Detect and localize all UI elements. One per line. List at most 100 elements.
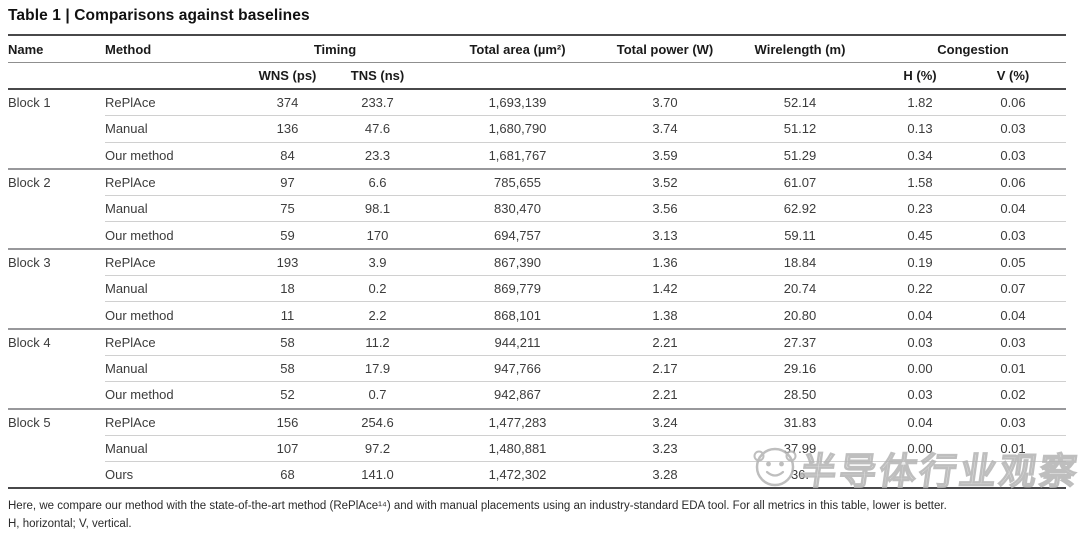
cell-power: 3.52 <box>610 167 720 196</box>
cell-method: Manual <box>105 354 245 382</box>
table-row: Manual 136 47.6 1,680,790 3.74 51.12 0.1… <box>8 115 1066 143</box>
cell-block-name: Block 5 <box>8 407 105 489</box>
cell-wirelength: 59.11 <box>720 221 880 249</box>
cell-area: 1,693,139 <box>488 95 547 111</box>
col-header-h: H (%) <box>880 62 960 90</box>
cell-h: 0.13 <box>880 115 960 143</box>
cell-power: 3.70 <box>652 95 678 111</box>
table-row: Block 5 RePlAce 156 254.6 1,477,283 3.24… <box>8 407 1066 489</box>
cell-method: Ours <box>105 461 245 489</box>
cell-area: 1,472,302 <box>425 461 610 489</box>
cell-h: 0.45 <box>880 221 960 249</box>
cell-area: 869,779 <box>425 275 610 302</box>
cell-v: 0.03 <box>960 115 1066 143</box>
header-spacer <box>105 62 245 90</box>
cell-v: 0.06 <box>1000 95 1026 111</box>
table-row: Block 2 RePlAce 97 6.6 785,655 3.52 61.0… <box>8 167 1066 249</box>
table-row: Block 3 RePlAce 193 3.9 867,390 1.36 18.… <box>8 247 1066 329</box>
cell-tns: 6.6 <box>330 167 425 196</box>
cell-h: 0.00 <box>880 434 960 462</box>
cell-method: RePlAce <box>105 407 245 436</box>
cell-v: 0.04 <box>960 301 1066 329</box>
cell-h: 0.22 <box>880 275 960 302</box>
cell-block-name: Block 4 <box>8 327 105 409</box>
header-spacer <box>610 62 720 90</box>
cell-wirelength: 27.37 <box>720 327 880 356</box>
cell-power: 3.28 <box>610 461 720 489</box>
cell-power: 2.21 <box>610 327 720 356</box>
cell-wns: 58 <box>245 327 330 356</box>
cell-method: RePlAce <box>105 247 245 276</box>
cell-wirelength: 28.50 <box>720 381 880 409</box>
cell-power: 3.13 <box>610 221 720 249</box>
cell-tns: 2.2 <box>330 301 425 329</box>
table-row: Block 4 RePlAce 58 11.2 944,211 2.21 27.… <box>8 327 1066 409</box>
cell-area: 1,480,881 <box>425 434 610 462</box>
cell-method: Our method <box>105 301 245 329</box>
table-row: Manual 18 0.2 869,779 1.42 20.74 0.22 0.… <box>8 275 1066 302</box>
cell-wirelength: 29.16 <box>720 354 880 382</box>
cell-tns: 47.6 <box>330 115 425 143</box>
col-header-total-area: Total area (µm²) <box>425 35 610 63</box>
cell-method: Our method <box>105 141 245 169</box>
footnote-line-2: H, horizontal; V, vertical. <box>8 517 132 530</box>
page-title: Table 1 | Comparisons against baselines <box>8 7 310 24</box>
cell-method: RePlAce <box>105 167 245 196</box>
cell-method: Our method <box>105 221 245 249</box>
cell-wns: 374 <box>276 95 299 111</box>
cell-h: 0.03 <box>880 327 960 356</box>
col-header-v: V (%) <box>960 62 1066 90</box>
cell-method: Our method <box>105 381 245 409</box>
cell-v: 0.05 <box>960 247 1066 276</box>
cell-power: 3.74 <box>610 115 720 143</box>
cell-power: 2.21 <box>610 381 720 409</box>
cell-wns: 97 <box>245 167 330 196</box>
cell-h: 1.58 <box>880 167 960 196</box>
cell-tns: 233.7 <box>361 95 394 111</box>
cell-h: 0.03 <box>880 381 960 409</box>
cell-area: 868,101 <box>425 301 610 329</box>
cell-tns: 98.1 <box>330 195 425 222</box>
cell-wns: 156 <box>245 407 330 436</box>
cell-v: 0.07 <box>960 275 1066 302</box>
cell-wirelength: 20.74 <box>720 275 880 302</box>
cell-block-name: Block 2 <box>8 167 105 249</box>
cell-h: 1.82 <box>907 95 933 111</box>
header-row-groups: Name Method Timing Total area (µm²) Tota… <box>8 35 1066 63</box>
header-row-subcolumns: WNS (ps) TNS (ns) H (%) V (%) <box>8 62 1066 90</box>
cell-tns: 23.3 <box>330 141 425 169</box>
table-row: Manual 75 98.1 830,470 3.56 62.92 0.23 0… <box>8 195 1066 222</box>
cell-block-name: Block 1 <box>8 95 51 110</box>
cell-wirelength: 36. <box>720 461 880 489</box>
cell-tns: 170 <box>330 221 425 249</box>
cell-power: 1.42 <box>610 275 720 302</box>
cell-tns: 0.7 <box>330 381 425 409</box>
cell-v: 0.01 <box>960 434 1066 462</box>
cell-area: 694,757 <box>425 221 610 249</box>
cell-tns: 11.2 <box>330 327 425 356</box>
cell-power: 3.23 <box>610 434 720 462</box>
cell-area: 944,211 <box>425 327 610 356</box>
cell-area: 867,390 <box>425 247 610 276</box>
cell-v: 0.03 <box>960 407 1066 436</box>
col-header-total-power: Total power (W) <box>610 35 720 63</box>
col-header-wirelength: Wirelength (m) <box>720 35 880 63</box>
cell-wns: 58 <box>245 354 330 382</box>
cell-method: RePlAce <box>105 95 156 111</box>
cell-tns: 17.9 <box>330 354 425 382</box>
cell-power: 1.38 <box>610 301 720 329</box>
cell-power: 3.24 <box>610 407 720 436</box>
cell-wns: 136 <box>245 115 330 143</box>
cell-v: 0.06 <box>960 167 1066 196</box>
comparisons-table: Name Method Timing Total area (µm²) Tota… <box>8 34 1066 490</box>
cell-v: 0.01 <box>960 354 1066 382</box>
cell-method: Manual <box>105 115 245 143</box>
table-row: Block 1 RePlAce 374 233.7 1,693,139 3.70… <box>8 89 1066 116</box>
cell-wirelength: 51.12 <box>720 115 880 143</box>
cell-wirelength: 37.99 <box>720 434 880 462</box>
cell-h: 0.23 <box>880 195 960 222</box>
header-spacer <box>720 62 880 90</box>
cell-area: 1,477,283 <box>425 407 610 436</box>
cell-h <box>880 461 960 489</box>
cell-h: 0.34 <box>880 141 960 169</box>
